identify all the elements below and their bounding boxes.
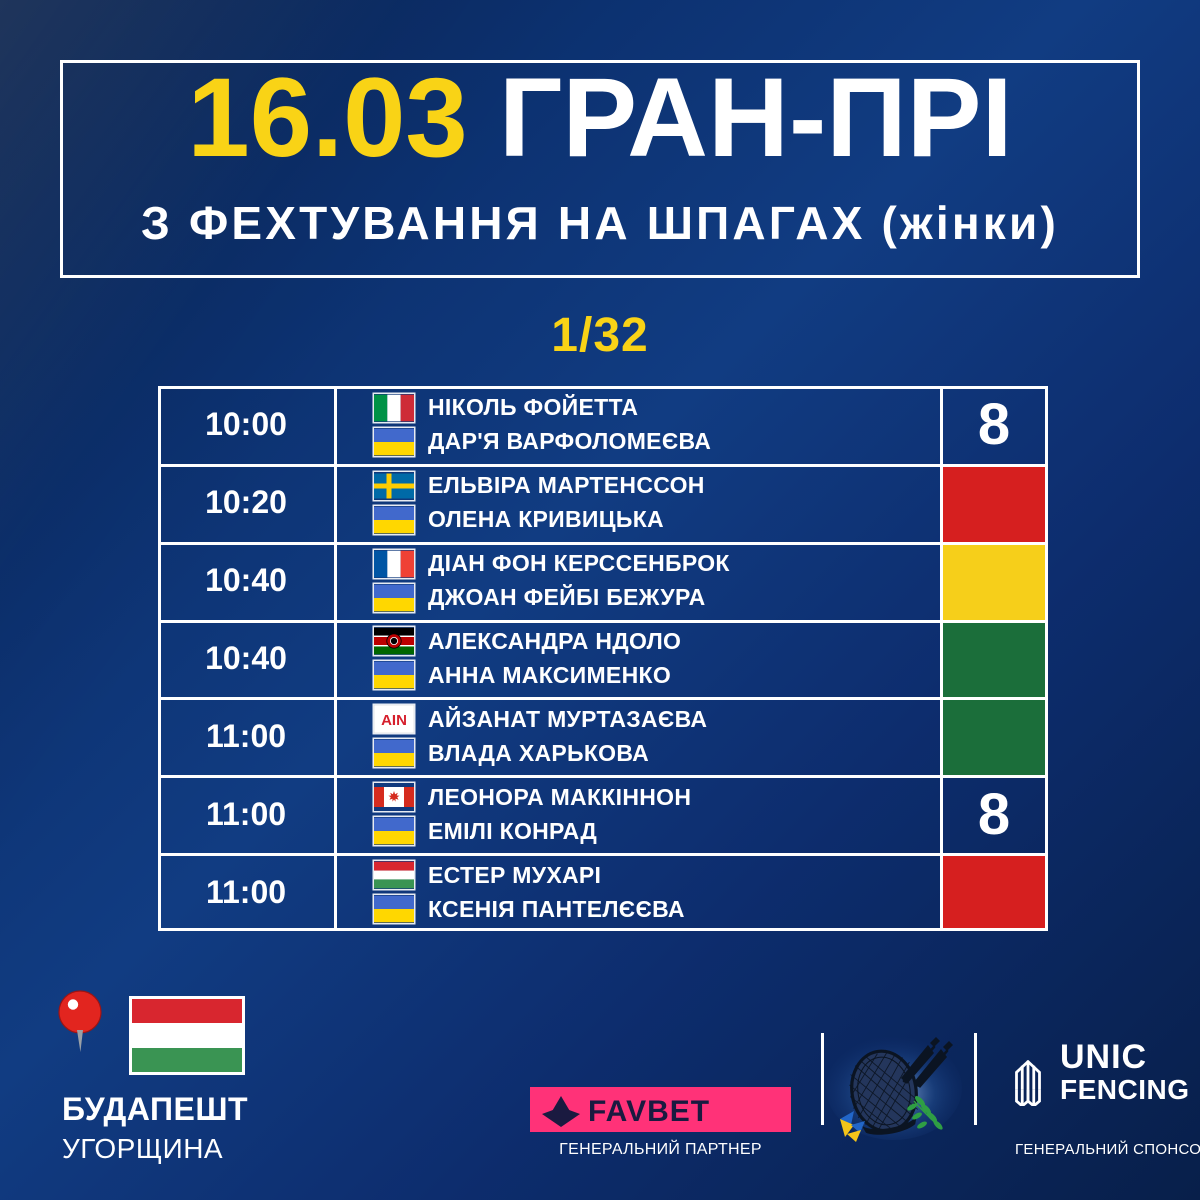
svg-text:AIN: AIN (381, 712, 407, 729)
svg-text:FAVBET: FAVBET (588, 1095, 710, 1128)
